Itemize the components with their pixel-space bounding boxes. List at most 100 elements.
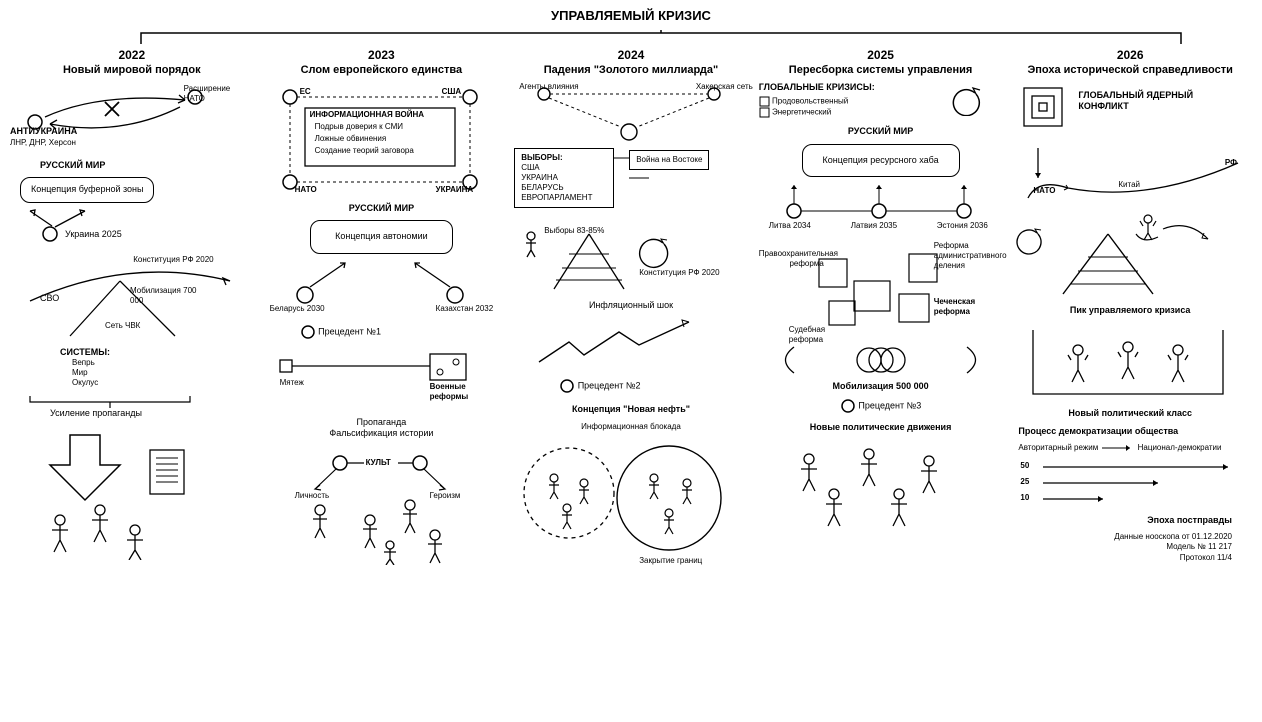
meta3: Протокол 11/4 (1008, 553, 1232, 563)
bubbles-svg (509, 438, 749, 568)
bracket-left-icon (769, 345, 799, 375)
sys-vepr: Вепрь (72, 358, 254, 368)
kult-label: КУЛЬТ (366, 458, 391, 468)
antiukraine-label: АНТИУКРАИНА (10, 126, 77, 137)
lv-label: Латвия 2035 (851, 221, 897, 231)
iw2: Ложные обвинения (315, 134, 387, 144)
gnk-label: ГЛОБАЛЬНЫЙ ЯДЕРНЫЙ КОНФЛИКТ (1078, 90, 1198, 113)
circle-icon (840, 398, 856, 414)
hackers-label: Хакерская сеть (696, 82, 753, 92)
natdem-label: Национал-демократии (1138, 443, 1222, 452)
rusmir-2023: РУССКИЙ МИР (260, 203, 504, 214)
const2024: Конституция РФ 2020 (639, 268, 719, 278)
col-2022: 2022 Новый мировой порядок АНТИУКРАИНА Л… (10, 48, 254, 712)
nato-2026: НАТО (1033, 186, 1055, 196)
closed-borders: Закрытие границ (639, 556, 702, 566)
lich-label: Личность (295, 491, 330, 501)
antiukraine-sub: ЛНР, ДНР, Херсон (10, 138, 76, 148)
year-2026: 2026 (1008, 48, 1252, 62)
columns-container: 2022 Новый мировой порядок АНТИУКРАИНА Л… (10, 48, 1252, 712)
people-2025-svg (759, 439, 999, 529)
venn-icon (841, 345, 921, 375)
ref2-label: Реформа административного деления (934, 241, 1004, 271)
ukr2025-label: Украина 2025 (65, 229, 122, 240)
newclass-svg (1008, 322, 1248, 402)
newmov-label: Новые политические движения (759, 422, 1003, 433)
col-2023: 2023 Слом европейского единства ЕС США Н… (260, 48, 504, 712)
bars-svg (1018, 459, 1238, 509)
col-2025: 2025 Пересборка системы управления ГЛОБА… (759, 48, 1003, 712)
ref3-label: Судебная реформа (789, 325, 839, 345)
falsif: Фальсификация истории (260, 428, 504, 439)
newclass-label: Новый политический класс (1008, 408, 1252, 419)
iw1: Подрыв доверия к СМИ (315, 122, 403, 132)
vyb8385: Выборы 83-85% (544, 226, 604, 236)
v50: 50 (1020, 461, 1029, 471)
china-label: Китай (1118, 180, 1140, 190)
prec1-label: Прецедент №1 (318, 326, 381, 336)
e-ukr: УКРАИНА (521, 173, 607, 183)
svo-label: СВО (40, 293, 59, 304)
chvk-label: Сеть ЧВК (105, 321, 140, 331)
auth-label: Авторитарный режим (1018, 443, 1098, 452)
year-2022: 2022 (10, 48, 254, 62)
arrow-right-icon (1100, 444, 1135, 452)
hero-label: Героизм (430, 491, 461, 501)
cr-energy: Энергетический (772, 108, 831, 117)
circle-icon (559, 378, 575, 394)
cr-food: Продовольственный (772, 97, 848, 106)
nato-2023-label: НАТО (295, 185, 317, 195)
bel-kaz-svg (260, 260, 500, 310)
rusmir-2022: РУССКИЙ МИР (40, 160, 254, 171)
usa-label: США (442, 87, 462, 97)
demo-label: Процесс демократизации общества (1018, 426, 1252, 437)
elections-title: ВЫБОРЫ: (521, 153, 607, 163)
col-2026: 2026 Эпоха исторической справедливости Г… (1008, 48, 1252, 712)
v10: 10 (1020, 493, 1029, 503)
concept-box-2025: Концепция ресурсного хаба (802, 144, 960, 177)
nato-expand-label: Расширение НАТО (184, 84, 244, 104)
bracket-right-icon (962, 345, 992, 375)
subtitle-2022: Новый мировой порядок (10, 64, 254, 76)
rusmir-2025: РУССКИЙ МИР (759, 126, 1003, 137)
target-icon (1018, 82, 1078, 132)
meta2: Модель № 11 217 (1008, 542, 1232, 552)
meta1: Данные нооскопа от 01.12.2020 (1008, 532, 1232, 542)
bracket-svg (140, 30, 1182, 44)
concept-box-2022: Концепция буферной зоны (20, 177, 154, 202)
info-war-title: ИНФОРМАЦИОННАЯ ВОЙНА (310, 110, 424, 120)
subtitle-2024: Падения "Золотого миллиарда" (509, 64, 753, 76)
agents-label: Агенты влияния (519, 82, 578, 92)
col-2024: 2024 Падения "Золотого миллиарда" Агенты… (509, 48, 753, 712)
subtitle-2026: Эпоха исторической справедливости (1008, 64, 1252, 76)
mob2025: Мобилизация 500 000 (759, 381, 1003, 392)
main-title: УПРАВЛЯЕМЫЙ КРИЗИС (0, 0, 1262, 23)
concept-box-2023: Концепция автономии (310, 220, 453, 253)
ref4-label: Чеченская реформа (934, 297, 989, 317)
ee-label: Эстония 2036 (937, 221, 988, 231)
year-2024: 2024 (509, 48, 753, 62)
infoblock-label: Информационная блокада (509, 422, 753, 432)
post-label: Эпоха постправды (1008, 515, 1252, 526)
rf-label: РФ (1225, 158, 1237, 168)
ref1-label: Правоохранительная реформа (759, 249, 824, 269)
e-ep: ЕВРОПАРЛАМЕНТ (521, 193, 607, 203)
e-bel: БЕЛАРУСЬ (521, 183, 607, 193)
square-icon (759, 96, 770, 107)
const2020-label: Конституция РФ 2020 (10, 255, 254, 265)
subtitle-2025: Пересборка системы управления (759, 64, 1003, 76)
sys-okulus: Окулус (72, 378, 254, 388)
sys-mir: Мир (72, 368, 254, 378)
prop-label-2022: Усиление пропаганды (50, 408, 142, 419)
mutiny-label: Мятеж (280, 378, 304, 388)
prec2-label: Прецедент №2 (578, 381, 641, 391)
newoil-label: Концепция "Новая нефть" (509, 404, 753, 415)
zigzag-svg (509, 317, 749, 372)
mob-label-2022: Мобилизация 700 000 (130, 286, 200, 306)
kaz-label: Казахстан 2032 (436, 304, 494, 314)
systems-title: СИСТЕМЫ: (60, 347, 254, 358)
peak-label: Пик управляемого кризиса (1008, 305, 1252, 316)
square-icon (759, 107, 770, 118)
lt-label: Литва 2034 (769, 221, 811, 231)
circle-icon (300, 324, 316, 340)
